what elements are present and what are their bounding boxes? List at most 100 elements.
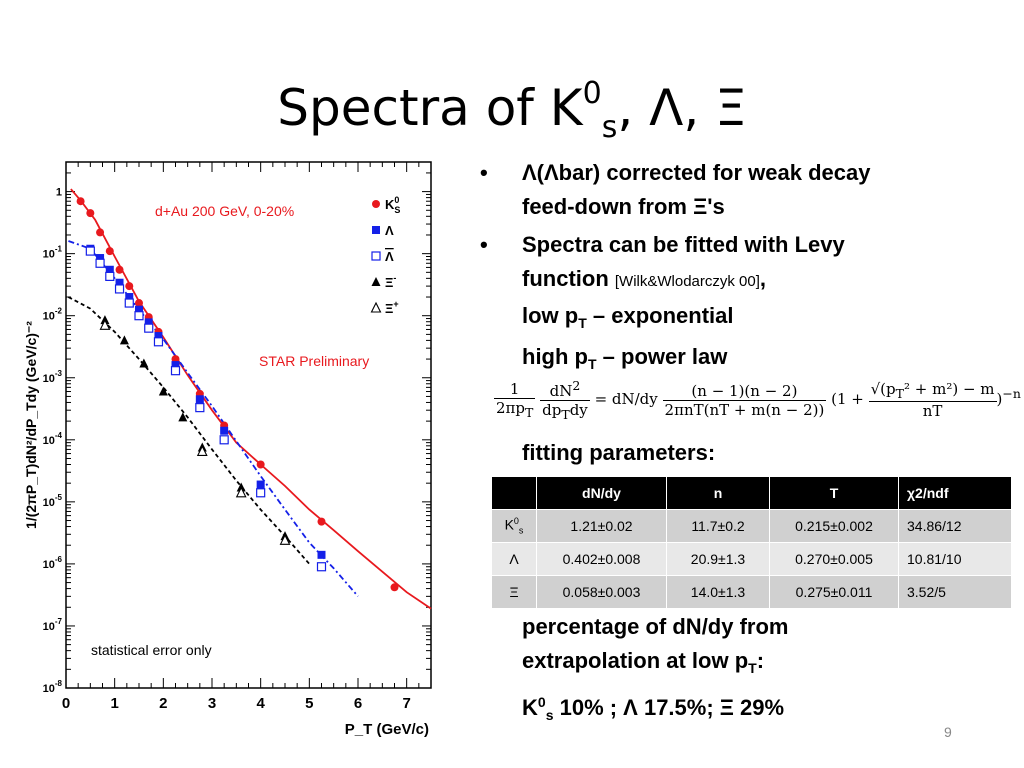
data-point: [220, 426, 229, 435]
y-tick-label: 10-4: [43, 431, 63, 447]
y-tick-label: 10-6: [43, 555, 63, 571]
data-point: [256, 460, 265, 469]
note-line: percentage of dN/dy from: [522, 614, 789, 639]
data-point: [144, 318, 153, 327]
bullet-list: • Λ(Λbar) corrected for weak decay feed-…: [480, 156, 1020, 381]
bullet-text: feed-down from Ξ's: [522, 194, 725, 219]
data-point: [139, 358, 149, 368]
data-point: [114, 284, 125, 294]
data-point: [219, 435, 229, 445]
header-n: n: [666, 476, 770, 510]
cell-n: 11.7±0.2: [666, 509, 770, 543]
data-point: [279, 534, 291, 545]
page-number: 9: [944, 724, 952, 740]
note-line: extrapolation at low pT:: [522, 648, 765, 676]
data-point: [171, 355, 180, 364]
annotation-system: d+Au 200 GeV, 0-20%: [155, 203, 294, 219]
data-point: [316, 562, 327, 572]
bullet-text: Λ(Λbar) corrected for weak decay: [522, 160, 871, 185]
data-point: [76, 197, 85, 206]
data-point: [125, 293, 134, 302]
data-point: [96, 228, 105, 237]
header-chi2: χ2/ndf: [898, 476, 1012, 510]
legend-marker: [372, 226, 380, 234]
data-point: [135, 305, 143, 314]
data-point: [96, 254, 105, 263]
table-row: K0s 1.21±0.02 11.7±0.2 0.215±0.002 34.86…: [491, 509, 1012, 543]
data-point: [256, 488, 266, 498]
cell-T: 0.215±0.002: [769, 509, 899, 543]
x-tick-label: 0: [62, 695, 70, 712]
data-point: [105, 265, 114, 274]
data-point: [135, 299, 143, 308]
cell-chi2: 34.86/12: [898, 509, 1012, 543]
legend-label: Λ: [385, 249, 394, 264]
header-dndy: dN/dy: [536, 476, 667, 510]
levy-formula: 1 2πpT dN2 dpTdy = dN/dy (n − 1)(n − 2) 2πn…: [494, 378, 1021, 422]
data-point: [124, 298, 134, 308]
data-point: [119, 335, 129, 345]
bullet-feed-down: • Λ(Λbar) corrected for weak decay feed-…: [480, 156, 1020, 224]
data-point: [195, 403, 205, 413]
header-T: T: [769, 476, 899, 510]
fit-params-label: fitting parameters:: [522, 440, 716, 465]
cell-n: 20.9±1.3: [666, 542, 770, 576]
bullet-text: high pT – power law: [522, 344, 728, 372]
x-tick-label: 1: [110, 695, 118, 712]
data-point: [256, 480, 265, 489]
y-tick-label: 10-1: [43, 245, 63, 261]
bullet-text: Spectra can be fitted with Levy: [522, 232, 845, 257]
x-tick-label: 2: [159, 695, 167, 712]
cell-chi2: 10.81/10: [898, 542, 1012, 576]
cell-T: 0.275±0.011: [769, 575, 899, 609]
legend-marker: [371, 277, 381, 286]
legend-label: Λ: [385, 223, 394, 238]
data-point: [390, 583, 399, 592]
bullet-text: function [Wilk&Wlodarczyk 00],: [522, 266, 767, 291]
legend-label: Ξ-: [385, 273, 396, 290]
legend-marker: [371, 251, 381, 261]
data-point: [99, 319, 111, 330]
table-header-row: dN/dy n T χ2/ndf: [491, 476, 1012, 510]
note-line: K0s 10% ; Λ 17.5%; Ξ 29%: [522, 694, 785, 723]
data-point: [115, 278, 124, 287]
bullet-levy: • Spectra can be fitted with Levy functi…: [480, 228, 1020, 381]
y-tick-label: 10-8: [43, 679, 63, 695]
fit-curve: [68, 240, 359, 597]
bullet-dot-icon: •: [480, 232, 488, 257]
data-point: [154, 332, 163, 341]
cell-particle: Ξ: [491, 575, 537, 609]
data-point: [85, 246, 95, 256]
data-point: [115, 265, 124, 274]
x-tick-label: 5: [305, 695, 313, 712]
data-point: [158, 386, 168, 396]
data-point: [195, 395, 204, 404]
y-axis-title: 1/(2πP_T)dN²/dP_Tdy (GeV/c)⁻²: [23, 321, 39, 529]
cell-dndy: 0.402±0.008: [536, 542, 667, 576]
y-tick-label: 10-5: [43, 493, 63, 509]
y-tick-label: 10-7: [43, 617, 63, 633]
data-point: [178, 412, 188, 422]
fit-curve: [68, 296, 311, 565]
reference: [Wilk&Wlodarczyk 00]: [614, 273, 760, 290]
data-point: [105, 271, 115, 281]
data-point: [196, 445, 208, 456]
cell-particle: K0s: [491, 509, 537, 543]
legend-label: K0 S: [385, 195, 400, 215]
data-point: [134, 311, 144, 321]
cell-chi2: 3.52/5: [898, 575, 1012, 609]
bullet-text: low pT – exponential: [522, 303, 734, 331]
plot-frame: [65, 161, 432, 689]
table-row: Λ 0.402±0.008 20.9±1.3 0.270±0.005 10.81…: [491, 542, 1012, 576]
cell-dndy: 1.21±0.02: [536, 509, 667, 543]
table-row: Ξ 0.058±0.003 14.0±1.3 0.275±0.011 3.52/…: [491, 575, 1012, 609]
data-point: [95, 258, 105, 268]
data-point: [317, 517, 326, 526]
data-point: [170, 366, 181, 376]
data-point: [317, 550, 326, 559]
legend-label: Ξ+: [385, 299, 399, 316]
annotation-error-note: statistical error only: [91, 642, 212, 658]
data-point: [235, 486, 247, 498]
legend-marker: [372, 200, 380, 208]
data-point: [144, 323, 154, 333]
